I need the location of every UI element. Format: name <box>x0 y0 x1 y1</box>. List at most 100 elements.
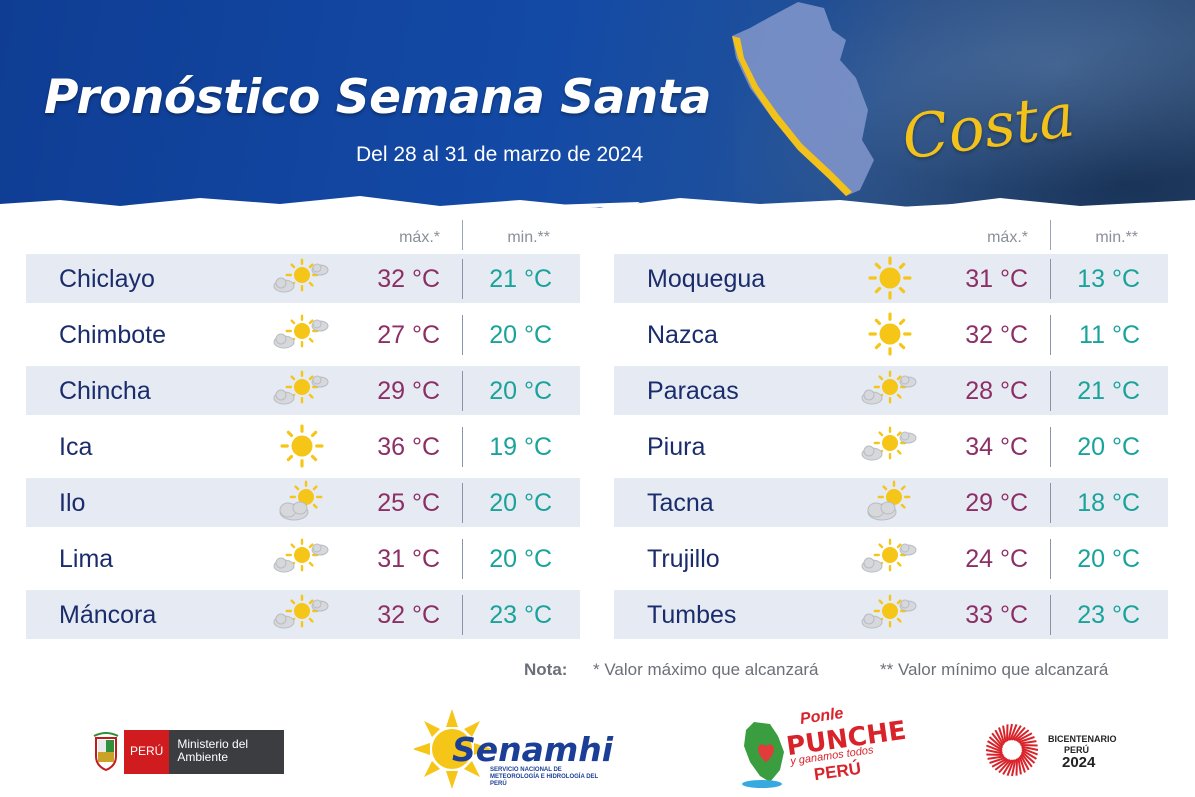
senamhi-sun-icon <box>414 709 492 789</box>
city-name: Máncora <box>59 601 157 629</box>
min-temperature: 23 °C <box>489 601 552 629</box>
column-divider <box>1050 539 1051 579</box>
peru-shield-icon <box>93 732 119 772</box>
table-row: Chimbote 27 °C 20 °C <box>26 310 580 359</box>
table-row: Ilo 25 °C 20 °C <box>26 478 580 527</box>
city-name: Nazca <box>647 321 718 349</box>
header-banner: Pronóstico Semana Santa Del 28 al 31 de … <box>0 0 1195 214</box>
min-temperature: 18 °C <box>1077 489 1140 517</box>
city-name: Chincha <box>59 377 151 405</box>
city-name: Chiclayo <box>59 265 155 293</box>
peru-heart-map-icon <box>742 722 784 788</box>
column-divider <box>462 315 463 355</box>
city-name: Lima <box>59 545 114 573</box>
table-row: Chiclayo 32 °C 21 °C <box>26 254 580 303</box>
table-header: máx.* min.** <box>26 220 580 254</box>
peru-badge: PERÚ <box>124 730 170 774</box>
city-name: Ica <box>59 433 93 461</box>
max-temperature: 36 °C <box>377 433 440 461</box>
bicentenario-emblem-icon <box>985 723 1039 777</box>
table-row: Lima 31 °C 20 °C <box>26 534 580 583</box>
table-row: Trujillo 24 °C 20 °C <box>614 534 1168 583</box>
city-name: Piura <box>647 433 706 461</box>
bicentenario-year: 2024 <box>1062 754 1096 771</box>
partly-cloudy-icon <box>861 370 917 405</box>
table-row: Tumbes 33 °C 23 °C <box>614 590 1168 639</box>
max-column-header: máx.* <box>399 229 440 246</box>
max-column-header: máx.* <box>987 229 1028 246</box>
partly-cloudy-icon <box>273 314 329 349</box>
note-label: Nota: <box>524 660 568 679</box>
weather-icon <box>860 424 920 468</box>
right-forecast-table: máx.* min.** Moquegua 31 °C 13 °C Nazca 32 °… <box>614 220 1168 646</box>
weather-icon <box>272 480 332 524</box>
page-title: Pronóstico Semana Santa <box>44 70 711 125</box>
weather-icon <box>272 536 332 580</box>
min-temperature: 13 °C <box>1077 265 1140 293</box>
max-temperature: 32 °C <box>377 265 440 293</box>
min-temperature: 11 °C <box>1079 321 1140 349</box>
senamhi-wordmark: Senamhi <box>452 730 614 769</box>
left-forecast-table: máx.* min.** Chiclayo 32 °C 21 °C Chimbote 2… <box>26 220 580 646</box>
max-temperature: 34 °C <box>965 433 1028 461</box>
ponle-punche-logo: Ponle PUNCHE y ganamos todos PERÚ <box>740 705 908 790</box>
min-temperature: 20 °C <box>489 545 552 573</box>
table-row: Nazca 32 °C 11 °C <box>614 310 1168 359</box>
max-note: * Valor máximo que alcanzará <box>593 660 819 679</box>
city-name: Chimbote <box>59 321 166 349</box>
column-divider <box>1050 220 1051 250</box>
sun-icon <box>868 256 912 300</box>
min-column-header: min.** <box>507 229 550 246</box>
sun-icon <box>868 312 912 356</box>
table-row: Tacna 29 °C 18 °C <box>614 478 1168 527</box>
city-name: Trujillo <box>647 545 720 573</box>
partly-cloudy-icon <box>861 594 917 629</box>
min-temperature: 21 °C <box>489 265 552 293</box>
min-temperature: 20 °C <box>1077 433 1140 461</box>
weather-icon <box>272 424 332 468</box>
date-range: Del 28 al 31 de marzo de 2024 <box>356 143 644 166</box>
partly-cloudy-icon <box>273 594 329 629</box>
column-divider <box>462 427 463 467</box>
max-temperature: 31 °C <box>377 545 440 573</box>
weather-icon <box>860 312 920 356</box>
table-row: Moquegua 31 °C 13 °C <box>614 254 1168 303</box>
senamhi-logo: Senamhi SERVICIO NACIONAL DE METEOROLOGÍ… <box>414 706 613 792</box>
column-divider <box>1050 483 1051 523</box>
brush-edge <box>0 196 1195 214</box>
weather-icon <box>860 536 920 580</box>
min-temperature: 20 °C <box>489 489 552 517</box>
city-name: Moquegua <box>647 265 766 293</box>
max-temperature: 27 °C <box>377 321 440 349</box>
column-divider <box>1050 427 1051 467</box>
weather-icon <box>860 368 920 412</box>
column-divider <box>462 483 463 523</box>
city-name: Tumbes <box>647 601 737 629</box>
weather-icon <box>860 592 920 636</box>
city-name: Tacna <box>647 489 714 517</box>
column-divider <box>1050 595 1051 635</box>
weather-icon <box>860 480 920 524</box>
peru-map-icon <box>732 2 874 196</box>
table-row: Máncora 32 °C 23 °C <box>26 590 580 639</box>
table-row: Paracas 28 °C 21 °C <box>614 366 1168 415</box>
bicentenario-text: BICENTENARIO <box>1048 734 1117 744</box>
max-temperature: 28 °C <box>965 377 1028 405</box>
weather-icon <box>860 256 920 300</box>
city-name: Ilo <box>59 489 86 517</box>
partly-cloudy-icon <box>861 426 917 461</box>
max-temperature: 32 °C <box>965 321 1028 349</box>
max-temperature: 31 °C <box>965 265 1028 293</box>
weather-icon <box>272 312 332 356</box>
ministry-name: Ministerio del Ambiente <box>169 730 285 774</box>
column-divider <box>462 259 463 299</box>
senamhi-fullname: SERVICIO NACIONAL DE METEOROLOGÍA E HIDR… <box>490 767 599 787</box>
table-header: máx.* min.** <box>614 220 1168 254</box>
column-divider <box>462 371 463 411</box>
min-temperature: 20 °C <box>489 321 552 349</box>
max-temperature: 32 °C <box>377 601 440 629</box>
column-divider <box>462 220 463 250</box>
min-temperature: 21 °C <box>1077 377 1140 405</box>
partly-cloudy-icon <box>273 370 329 405</box>
sun-icon <box>280 424 324 468</box>
